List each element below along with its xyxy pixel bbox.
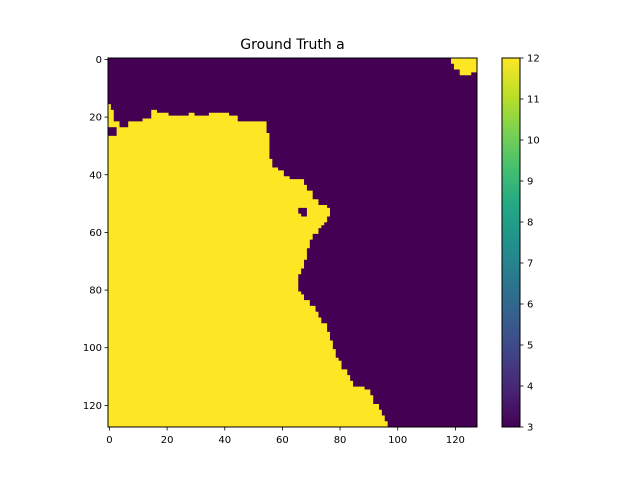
heatmap-regions	[108, 58, 477, 427]
colorbar-ticks: 3 4 5 6 7 8 9 10 11 12	[520, 54, 540, 434]
plot-frame	[107, 57, 478, 428]
colorbar-tick-label: 8	[527, 218, 533, 229]
colorbar-tick-label: 4	[527, 382, 533, 393]
x-tick-label: 0	[106, 435, 112, 446]
colorbar-tick-label: 7	[527, 259, 533, 270]
colorbar-tick-label: 11	[527, 95, 540, 106]
chart-title: Ground Truth a	[240, 37, 344, 53]
colorbar-tick-label: 9	[527, 177, 533, 188]
region-top-right-patch	[451, 58, 477, 76]
x-tick-label: 100	[388, 435, 407, 446]
x-axis: 0 20 40 60 80 100 120	[106, 427, 465, 446]
y-tick-label: 60	[89, 228, 102, 239]
colorbar-tick-label: 12	[527, 54, 540, 65]
region-left-landmass	[108, 104, 388, 427]
y-tick-label: 0	[96, 55, 102, 66]
plot-area	[107, 57, 478, 428]
region-left-edge-notch	[108, 127, 117, 136]
y-tick-label: 100	[83, 343, 102, 354]
region-hole	[298, 207, 307, 217]
colorbar-gradient	[502, 58, 520, 427]
colorbar-frame	[501, 57, 521, 428]
y-axis: 0 20 40 60 80 100 120	[83, 55, 108, 412]
x-tick-label: 20	[161, 435, 174, 446]
colorbar-tick-label: 6	[527, 300, 533, 311]
y-tick-label: 40	[89, 170, 102, 181]
colorbar-tick-label: 10	[527, 136, 540, 147]
x-tick-label: 60	[276, 435, 289, 446]
colorbar: 3 4 5 6 7 8 9 10 11 12	[501, 54, 540, 434]
y-tick-label: 120	[83, 401, 102, 412]
x-tick-label: 40	[218, 435, 231, 446]
x-tick-label: 80	[334, 435, 347, 446]
x-tick-label: 120	[446, 435, 465, 446]
y-tick-label: 20	[89, 113, 102, 124]
colorbar-tick-label: 5	[527, 341, 533, 352]
y-tick-label: 80	[89, 286, 102, 297]
colorbar-tick-label: 3	[527, 423, 533, 434]
